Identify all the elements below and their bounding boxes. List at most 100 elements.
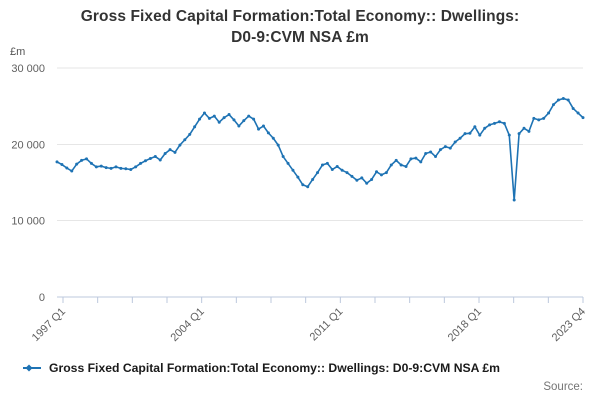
data-point <box>360 176 364 180</box>
data-point <box>517 132 521 136</box>
x-tick-label: 2023 Q4 <box>550 306 588 344</box>
data-point <box>434 155 438 159</box>
data-point <box>581 116 585 120</box>
x-tick-label: 2004 Q1 <box>168 306 206 344</box>
data-point <box>483 126 487 130</box>
data-point <box>404 164 408 168</box>
data-point <box>55 160 59 164</box>
data-point <box>532 116 536 120</box>
data-point <box>217 120 221 124</box>
data-point <box>552 103 555 107</box>
chart-title-line2: D0-9:CVM NSA £m <box>231 29 369 46</box>
data-point <box>207 116 211 120</box>
data-point <box>424 151 428 155</box>
data-point <box>114 165 118 169</box>
data-point <box>527 129 531 133</box>
data-point <box>394 158 398 162</box>
data-point <box>153 155 157 159</box>
y-tick-label: 10 000 <box>11 216 45 228</box>
data-point <box>183 138 187 142</box>
data-point <box>497 120 501 124</box>
source-label: Source: <box>543 381 583 393</box>
data-point <box>227 113 231 117</box>
data-point <box>60 163 64 167</box>
data-point <box>94 165 98 169</box>
data-point <box>198 117 202 121</box>
data-point <box>158 158 162 162</box>
data-point <box>109 166 113 170</box>
data-point <box>488 123 492 127</box>
data-point <box>242 119 246 123</box>
data-point <box>129 168 133 172</box>
data-point <box>478 133 482 137</box>
data-point <box>99 164 103 168</box>
chart-title: Gross Fixed Capital Formation:Total Econ… <box>0 6 600 48</box>
data-point <box>512 198 516 202</box>
data-point <box>286 161 290 165</box>
data-point <box>438 148 442 152</box>
x-tick-label: 1997 Q1 <box>30 306 68 344</box>
data-point <box>65 166 69 170</box>
data-point <box>325 161 329 165</box>
data-point <box>178 143 182 147</box>
data-point <box>212 114 216 118</box>
data-point <box>306 185 310 189</box>
data-point <box>419 160 423 164</box>
data-point <box>330 168 334 172</box>
data-point <box>202 111 206 115</box>
data-point <box>261 124 265 128</box>
data-point <box>257 127 261 131</box>
data-point <box>188 132 192 136</box>
y-tick-label: 0 <box>39 292 45 304</box>
data-point <box>571 106 575 110</box>
data-point <box>384 171 388 175</box>
data-point <box>247 114 251 118</box>
data-point <box>493 121 497 125</box>
data-point <box>443 145 447 149</box>
data-line <box>56 97 584 201</box>
data-point <box>271 136 275 140</box>
legend-line-icon <box>23 364 41 372</box>
data-point <box>252 117 256 121</box>
data-point <box>291 168 295 172</box>
data-point <box>124 167 128 171</box>
legend-label: Gross Fixed Capital Formation:Total Econ… <box>49 361 500 375</box>
y-tick-label: 20 000 <box>11 139 45 151</box>
data-point <box>173 150 177 154</box>
data-point <box>70 169 74 173</box>
data-point <box>296 175 300 179</box>
x-tick-label: 2018 Q1 <box>446 306 484 344</box>
data-point <box>429 150 433 154</box>
data-point <box>468 131 472 135</box>
data-point <box>104 166 108 170</box>
timeseries-chart[interactable]: 0 10 000 20 000 30 000 1997 Q1 2004 Q1 2011 Q1… <box>0 0 600 360</box>
data-point <box>119 166 123 170</box>
data-point <box>522 126 526 130</box>
data-point <box>566 98 570 102</box>
data-point <box>85 157 88 161</box>
data-point <box>453 140 457 144</box>
data-point <box>379 173 383 177</box>
data-point <box>345 171 349 175</box>
data-point <box>547 111 551 115</box>
data-point <box>222 116 226 120</box>
data-point <box>80 158 84 162</box>
data-point <box>311 177 315 181</box>
data-point <box>409 157 413 161</box>
data-point <box>301 183 305 187</box>
data-point <box>168 148 172 152</box>
data-point <box>458 136 462 140</box>
data-point <box>556 98 560 102</box>
data-point <box>355 178 359 182</box>
data-point <box>237 124 241 128</box>
data-point <box>576 111 580 115</box>
data-point <box>473 125 477 129</box>
data-point <box>89 161 93 165</box>
chart-title-line1: Gross Fixed Capital Formation:Total Econ… <box>80 8 520 25</box>
data-point <box>507 133 511 137</box>
data-point <box>375 170 379 174</box>
data-point <box>561 97 565 101</box>
data-point <box>232 118 236 122</box>
data-point <box>365 181 369 185</box>
